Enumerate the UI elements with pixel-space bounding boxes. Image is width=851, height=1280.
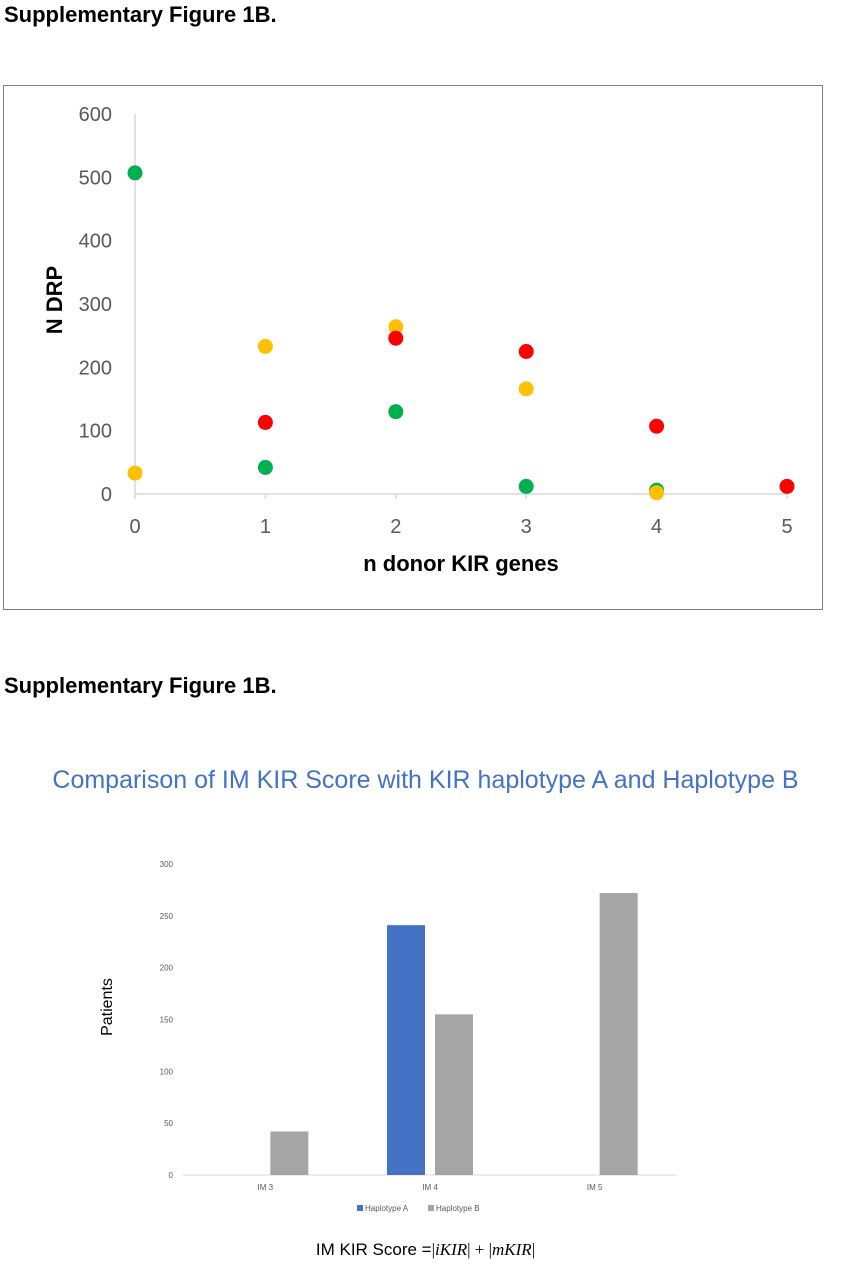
bar <box>599 893 638 1175</box>
legend-label-haplotype-a: Haplotype A <box>365 1204 409 1213</box>
y-tick-label: 200 <box>79 357 112 379</box>
y-tick-label: 100 <box>79 421 112 443</box>
y-tick-label: 0 <box>101 484 112 506</box>
x-tick-label: 5 <box>781 516 792 538</box>
x-tick-label: 3 <box>521 516 532 538</box>
legend-swatch-haplotype-a <box>357 1205 363 1211</box>
y-tick-label: 600 <box>79 104 112 126</box>
y-tick-label: 100 <box>160 1067 174 1076</box>
bar <box>435 1014 473 1175</box>
bar-chart-title: Comparison of IM KIR Score with KIR hapl… <box>52 766 799 794</box>
bar <box>270 1131 309 1175</box>
scatter-point <box>518 344 534 359</box>
formula-bar: | <box>431 1240 436 1259</box>
formula-bar: | <box>467 1240 471 1259</box>
x-tick-label: IM 4 <box>422 1183 438 1192</box>
scatter-point <box>779 478 795 494</box>
y-tick-label: 250 <box>160 912 174 921</box>
legend-swatch-haplotype-b <box>428 1205 434 1211</box>
x-axis-label: n donor KIR genes <box>363 551 559 576</box>
x-tick-label: 0 <box>129 516 140 538</box>
scatter-point <box>257 338 273 354</box>
scatter-point <box>257 459 273 475</box>
scatter-point <box>649 418 665 434</box>
scatter-point <box>388 404 404 420</box>
scatter-point <box>518 381 534 397</box>
x-tick-label: 1 <box>260 516 271 538</box>
scatter-point <box>518 478 534 494</box>
x-tick-label: IM 5 <box>587 1183 603 1192</box>
legend: Haplotype A Haplotype B <box>357 1204 480 1213</box>
scatter-point <box>127 465 143 481</box>
scatter-point <box>388 319 404 335</box>
y-tick-label: 150 <box>160 1016 174 1025</box>
scatter-panel: 0 100 200 300 400 500 600 0 1 2 3 4 5 N DRP n donor… <box>3 85 823 610</box>
y-tick-label: 200 <box>160 964 174 973</box>
im-kir-score-formula: IM KIR Score =|iKIR| + |mKIR| <box>0 1240 851 1260</box>
y-axis-label: Patients <box>99 978 116 1036</box>
y-tick-label: 300 <box>160 860 174 869</box>
bar-chart: 0 50 100 150 200 250 300 IM 3 IM 4 IM 5 Patients… <box>99 860 677 1213</box>
y-tick-label: 400 <box>79 231 112 253</box>
scatter-point <box>257 414 273 430</box>
y-tick-label: 50 <box>164 1119 173 1128</box>
legend-label-haplotype-b: Haplotype B <box>436 1204 480 1213</box>
figure-heading-bottom: Supplementary Figure 1B. <box>4 673 277 698</box>
x-tick-label: 2 <box>390 516 401 538</box>
formula-term-mkir: mKIR <box>492 1240 532 1259</box>
scatter-point <box>388 330 404 346</box>
scatter-point <box>127 165 143 181</box>
y-tick-label: 500 <box>79 167 112 189</box>
y-tick-label: 300 <box>79 294 112 316</box>
formula-term-ikir: iKIR <box>435 1240 468 1259</box>
formula-bar: | <box>531 1240 536 1259</box>
scatter-point <box>649 485 665 501</box>
formula-plus: + <box>470 1240 489 1259</box>
bar <box>387 925 425 1175</box>
formula-bar: | <box>488 1240 493 1259</box>
x-tick-label: IM 3 <box>258 1183 274 1192</box>
formula-prefix: IM KIR Score = <box>315 1240 432 1259</box>
scatter-chart: 0 100 200 300 400 500 600 0 1 2 3 4 5 N DRP n donor… <box>42 104 795 576</box>
figure-heading-top: Supplementary Figure 1B. <box>4 2 277 27</box>
y-tick-label: 0 <box>169 1171 174 1180</box>
x-tick-label: 4 <box>651 516 662 538</box>
y-axis-label: N DRP <box>42 266 67 334</box>
